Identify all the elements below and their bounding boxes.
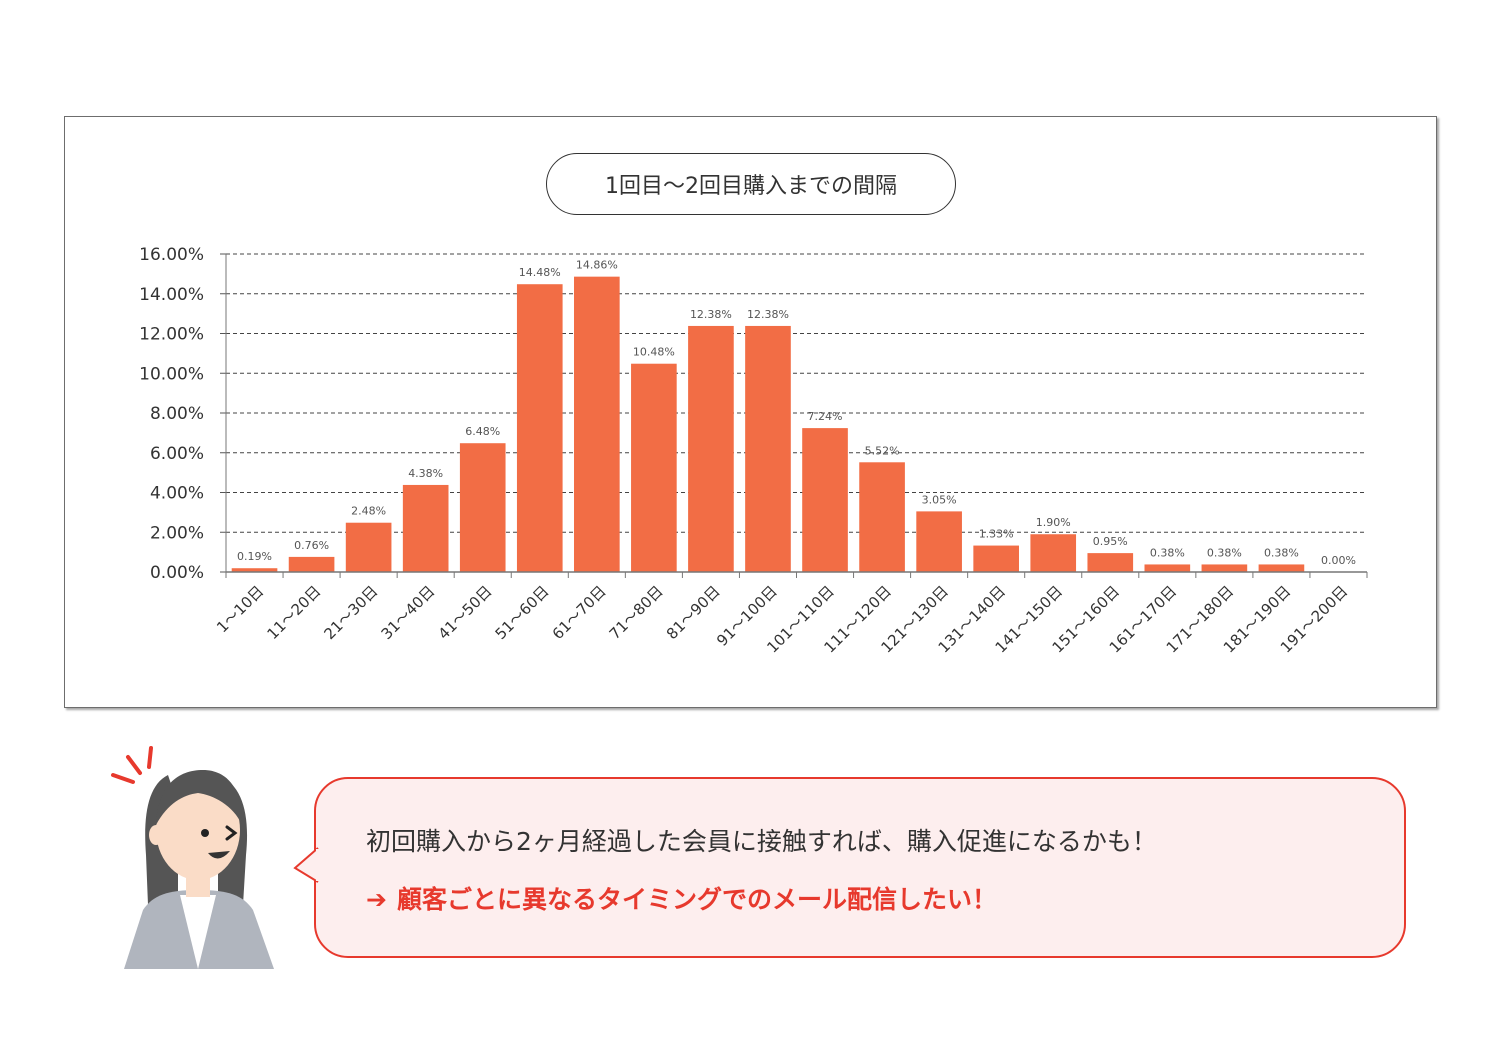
bar [745, 325, 791, 572]
bar [1258, 564, 1305, 572]
bar [288, 556, 335, 572]
data-label: 1.33% [979, 528, 1014, 541]
bar [231, 568, 278, 572]
data-label: 0.38% [1150, 546, 1185, 559]
bar [1144, 564, 1191, 572]
y-tick-label: 4.00% [150, 484, 204, 504]
person-illustration [111, 746, 274, 969]
bar [802, 428, 848, 572]
bar [631, 363, 677, 572]
y-tick-label: 2.00% [150, 523, 204, 543]
bars [231, 276, 1305, 572]
y-tick-label: 12.00% [139, 325, 204, 345]
data-label: 12.38% [747, 308, 789, 321]
bar [459, 443, 506, 572]
category-label: 41〜50日 [435, 582, 496, 643]
chart-title: 1回目〜2回目購入までの間隔 [546, 153, 956, 215]
grid-lines [226, 253, 1367, 533]
data-label: 3.05% [922, 493, 957, 506]
y-tick-label: 16.00% [139, 245, 204, 265]
axes [220, 253, 1368, 578]
category-label: 61〜70日 [549, 582, 610, 643]
bar [1030, 534, 1077, 572]
bar [1201, 564, 1248, 572]
category-label: 31〜40日 [378, 582, 439, 643]
category-label: 71〜80日 [606, 582, 667, 643]
data-label: 0.19% [237, 550, 272, 563]
data-label: 4.38% [408, 467, 443, 480]
bar [1087, 553, 1134, 572]
y-tick-label: 6.00% [150, 444, 204, 464]
bar [973, 545, 1019, 572]
bar [859, 462, 905, 572]
data-label: 0.38% [1207, 546, 1242, 559]
bar [516, 284, 563, 572]
data-label: 7.24% [808, 410, 843, 423]
data-label: 0.76% [294, 539, 329, 552]
y-tick-label: 8.00% [150, 404, 204, 424]
data-label: 14.86% [576, 259, 618, 272]
category-label: 11〜20日 [263, 582, 324, 643]
bar [345, 522, 392, 572]
message-line-2-text: 顧客ごとに異なるタイミングでのメール配信したい！ [396, 885, 997, 914]
category-label: 51〜60日 [492, 582, 553, 643]
bar [916, 511, 962, 572]
y-tick-label: 10.00% [139, 364, 204, 384]
message-line-2: ➔ 顧客ごとに異なるタイミングでのメール配信したい！ [366, 880, 997, 916]
message-line-1: 初回購入から2ヶ月経過した会員に接触すれば、購入促進になるかも！ [366, 827, 1157, 856]
data-label: 0.38% [1264, 546, 1299, 559]
surprise-marks-icon [111, 746, 153, 784]
data-label: 12.38% [690, 308, 732, 321]
bar [402, 484, 449, 572]
speech-bubble-tail [293, 847, 319, 883]
data-label: 2.48% [351, 505, 386, 518]
data-label: 14.48% [519, 266, 561, 279]
data-label: 5.52% [865, 444, 900, 457]
category-label: 81〜90日 [663, 582, 724, 643]
data-label: 10.48% [633, 346, 675, 359]
data-label: 6.48% [465, 425, 500, 438]
y-tick-label: 0.00% [150, 563, 204, 583]
bar [574, 276, 620, 572]
chart-title-text: 1回目〜2回目購入までの間隔 [605, 174, 897, 199]
category-label: 21〜30日 [321, 582, 382, 643]
bar [688, 325, 734, 572]
arrow-right-icon: ➔ [366, 885, 387, 914]
y-tick-label: 14.00% [139, 285, 204, 305]
category-label: 1〜10日 [213, 582, 267, 636]
data-label: 0.95% [1093, 535, 1128, 548]
data-label: 1.90% [1036, 516, 1071, 529]
data-label: 0.00% [1321, 554, 1356, 567]
speech-bubble [314, 777, 1406, 958]
